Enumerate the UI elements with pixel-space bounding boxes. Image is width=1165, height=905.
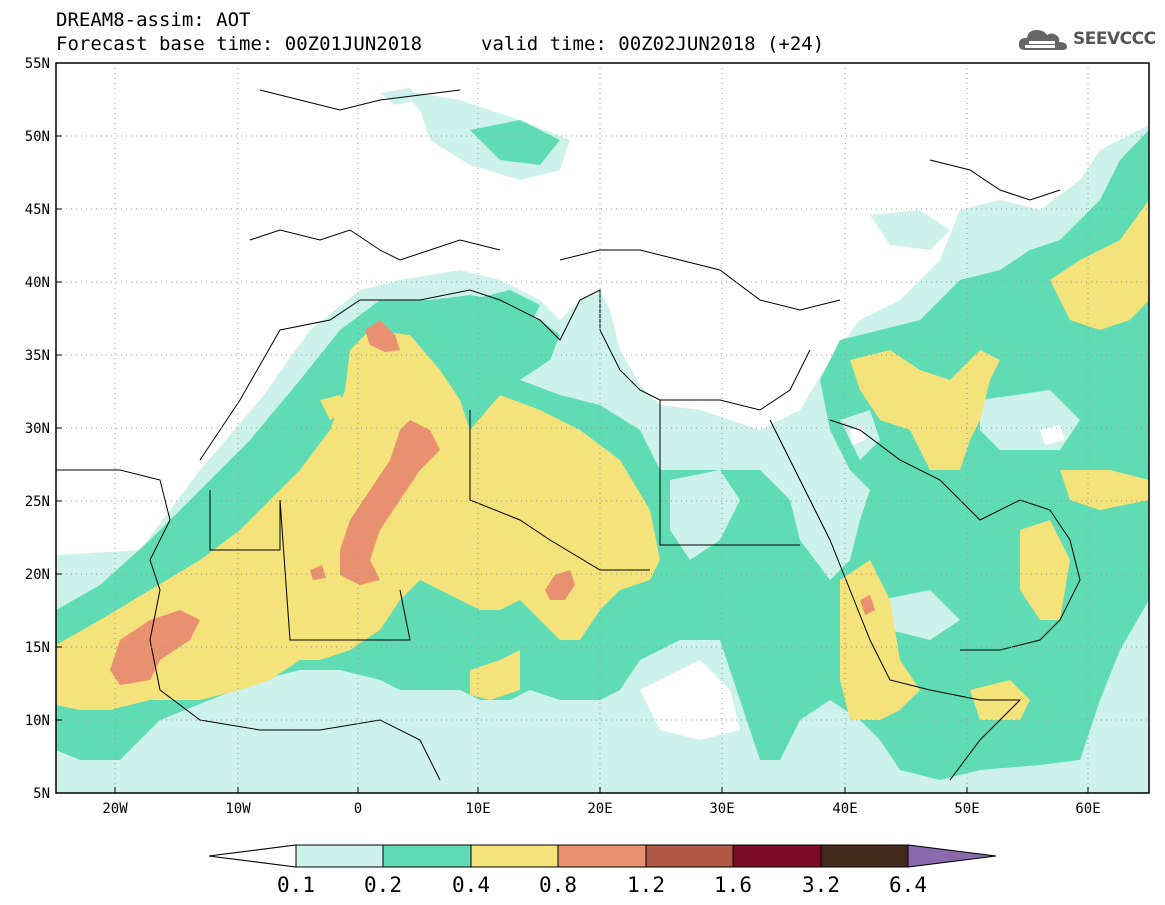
lat-label: 40N <box>25 275 50 291</box>
longitude-labels: 20W 10W 0 10E 20E 30E 40E 50E 60E <box>102 801 1100 817</box>
latitude-labels: 55N 50N 45N 40N 35N 30N 25N 20N 15N 10N … <box>25 56 50 802</box>
lat-label: 35N <box>25 348 50 364</box>
lat-label: 50N <box>25 129 50 145</box>
lon-label: 0 <box>354 801 362 817</box>
map-title: DREAM8-assim: AOT <box>56 9 251 31</box>
colorbar-label: 6.4 <box>889 873 927 897</box>
aot-field <box>56 63 1149 793</box>
lat-label: 25N <box>25 494 50 510</box>
colorbar-swatch <box>557 844 647 868</box>
lon-label: 40E <box>832 801 857 817</box>
colorbar-high-arrow <box>907 844 997 868</box>
colorbar-label: 0.2 <box>364 873 402 897</box>
lon-label: 20E <box>587 801 612 817</box>
colorbar-swatch <box>645 844 734 868</box>
lat-label: 15N <box>25 640 50 656</box>
colorbar-label: 3.2 <box>802 873 840 897</box>
forecast-base-time: Forecast base time: 00Z01JUN2018 <box>56 33 423 55</box>
colorbar-label: 0.8 <box>539 873 577 897</box>
colorbar-swatch <box>820 844 909 868</box>
colorbar-label: 1.6 <box>714 873 752 897</box>
lat-label: 20N <box>25 567 50 583</box>
lon-label: 10W <box>225 801 251 817</box>
colorbar-swatch <box>470 844 559 868</box>
cloud-icon <box>1018 30 1067 50</box>
grid <box>56 63 1149 793</box>
colorbar-swatch <box>382 844 472 868</box>
lat-label: 30N <box>25 421 50 437</box>
valid-time: valid time: 00Z02JUN2018 (+24) <box>481 33 825 55</box>
lat-label: 5N <box>33 786 50 802</box>
lon-label: 10E <box>465 801 490 817</box>
lat-label: 45N <box>25 202 50 218</box>
lon-label: 50E <box>954 801 979 817</box>
lon-label: 20W <box>102 801 128 817</box>
coastlines <box>56 89 1081 781</box>
aot-clear-patches <box>640 425 1065 740</box>
logo-text: SEEVCCC <box>1073 29 1156 49</box>
lon-label: 60E <box>1075 801 1100 817</box>
aot-contour-0.8 <box>110 320 875 685</box>
colorbar-swatch <box>295 844 384 868</box>
lat-label: 10N <box>25 713 50 729</box>
colorbar-swatch <box>732 844 822 868</box>
colorbar-low-arrow <box>208 844 297 868</box>
colorbar: 0.1 0.2 0.4 0.8 1.2 1.6 3.2 6.4 <box>208 844 997 897</box>
lat-label: 55N <box>25 56 50 72</box>
colorbar-labels: 0.1 0.2 0.4 0.8 1.2 1.6 3.2 6.4 <box>277 873 927 897</box>
colorbar-label: 0.4 <box>452 873 490 897</box>
colorbar-label: 0.1 <box>277 873 315 897</box>
seevccc-logo: SEEVCCC <box>1017 24 1156 54</box>
colorbar-label: 1.2 <box>627 873 665 897</box>
ticks <box>56 135 1089 793</box>
lon-label: 30E <box>709 801 734 817</box>
